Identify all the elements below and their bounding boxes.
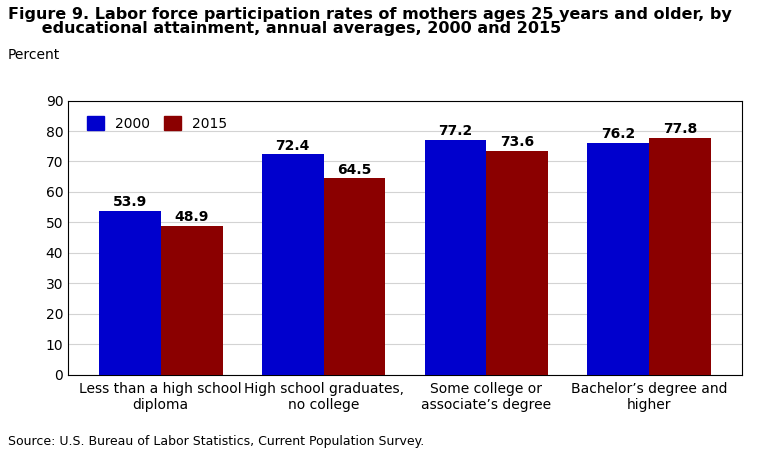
- Bar: [650, 138, 712, 375]
- Text: educational attainment, annual averages, 2000 and 2015: educational attainment, annual averages,…: [8, 21, 561, 36]
- Bar: [425, 139, 487, 375]
- Text: 48.9: 48.9: [174, 210, 209, 224]
- Bar: [487, 150, 548, 375]
- Text: 76.2: 76.2: [601, 127, 636, 141]
- Legend: 2000, 2015: 2000, 2015: [82, 110, 232, 136]
- Text: Figure 9. Labor force participation rates of mothers ages 25 years and older, by: Figure 9. Labor force participation rate…: [8, 7, 731, 22]
- Text: 64.5: 64.5: [338, 163, 372, 177]
- Text: 53.9: 53.9: [113, 195, 147, 209]
- Bar: [323, 178, 385, 375]
- Text: 73.6: 73.6: [500, 135, 534, 149]
- Text: 77.2: 77.2: [438, 124, 472, 138]
- Text: 72.4: 72.4: [276, 138, 310, 153]
- Bar: [160, 226, 223, 375]
- Bar: [98, 211, 160, 375]
- Bar: [262, 154, 323, 375]
- Text: Source: U.S. Bureau of Labor Statistics, Current Population Survey.: Source: U.S. Bureau of Labor Statistics,…: [8, 435, 424, 448]
- Text: Percent: Percent: [8, 48, 60, 62]
- Text: 77.8: 77.8: [663, 122, 697, 136]
- Bar: [587, 143, 650, 375]
